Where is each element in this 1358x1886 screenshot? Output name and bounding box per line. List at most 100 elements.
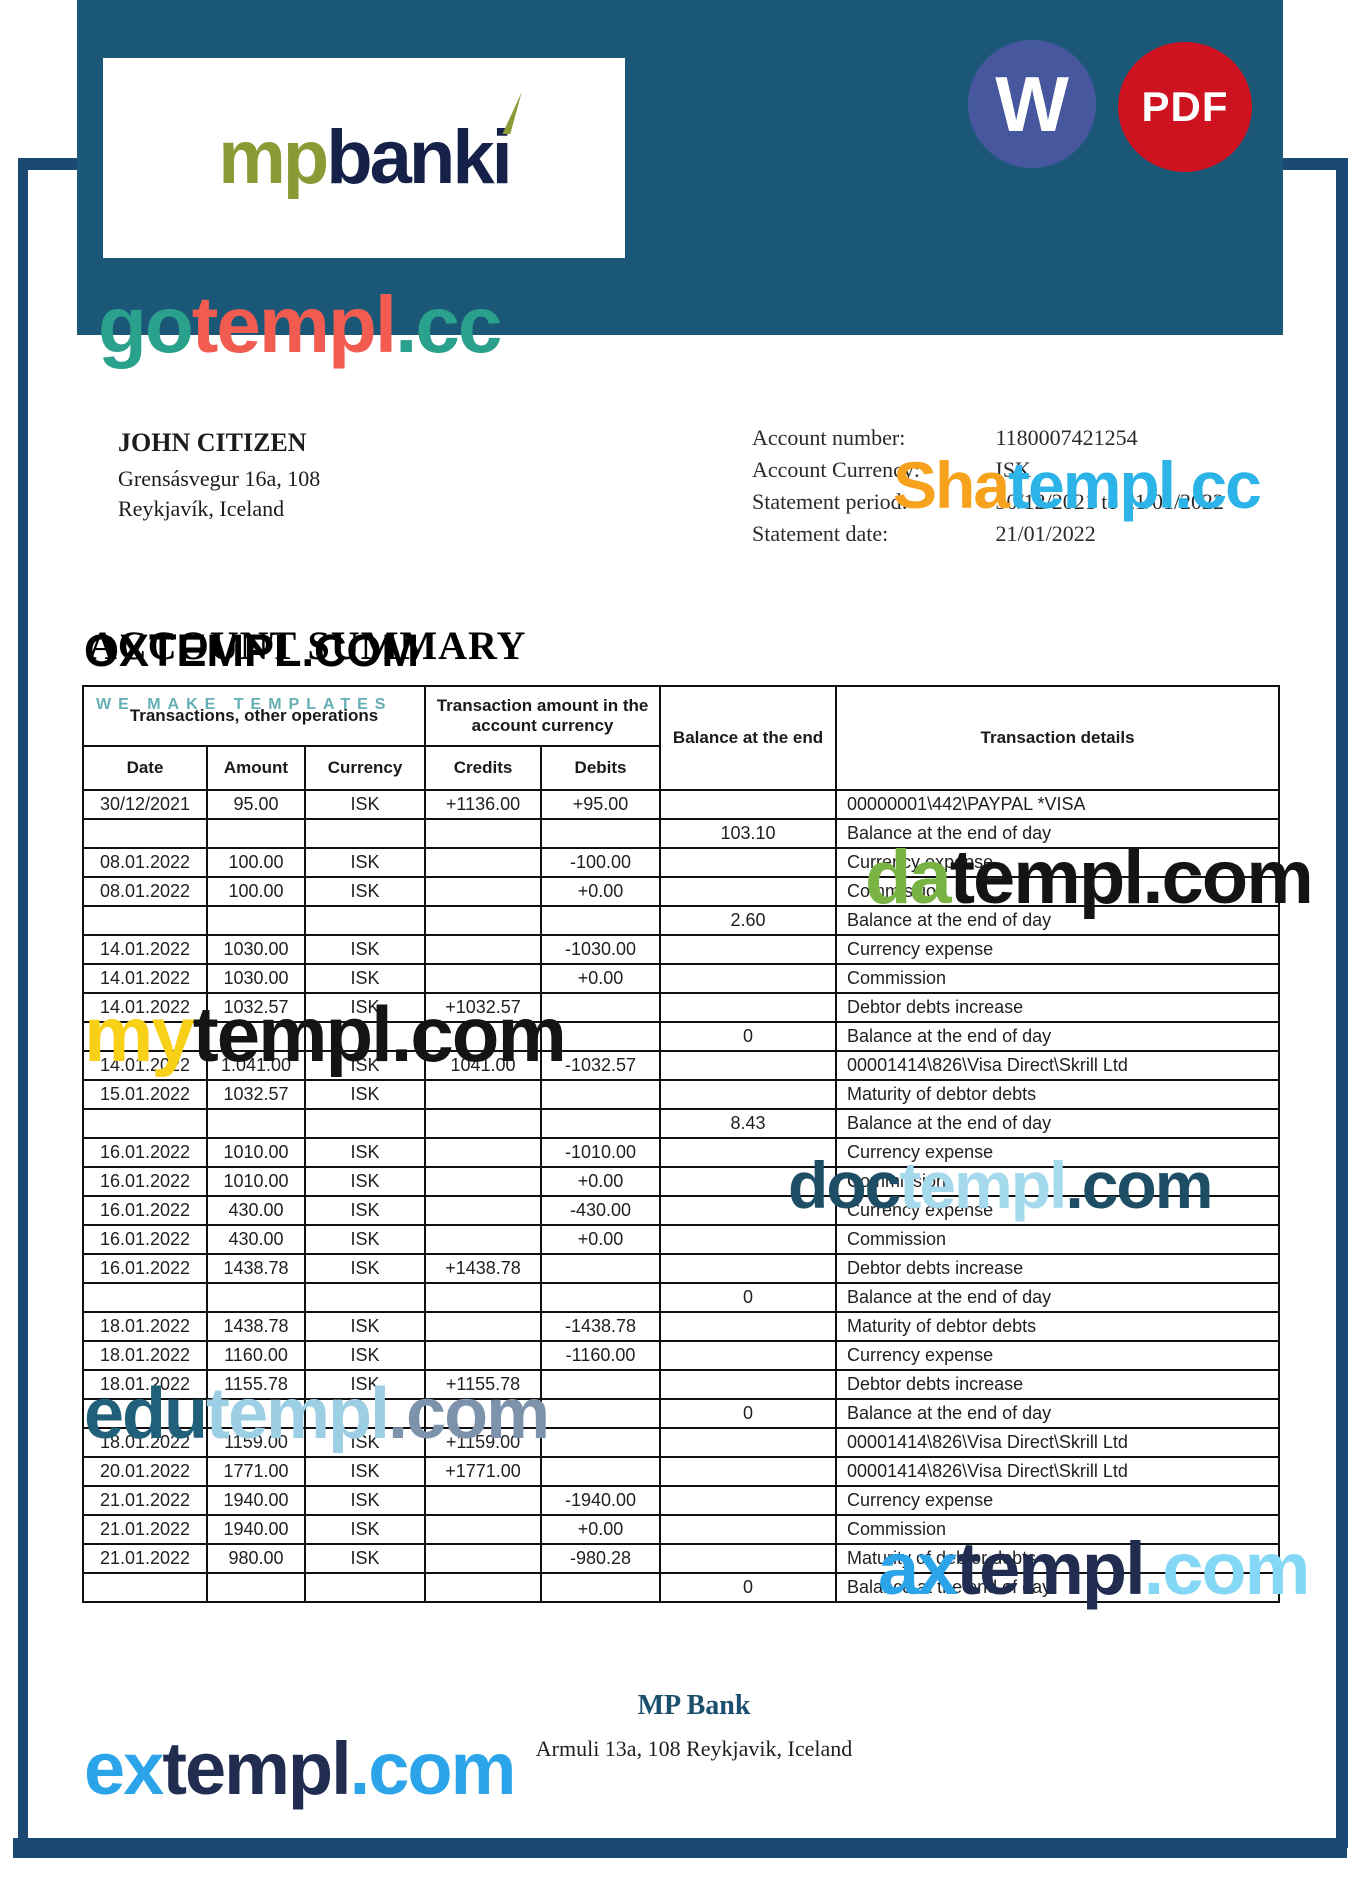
cell-balance: [659, 1079, 838, 1110]
cell-date: 18.01.2022: [82, 1369, 208, 1400]
cell-balance: [659, 1311, 838, 1342]
cell-date: 21.01.2022: [82, 1514, 208, 1545]
cell-debits: +95.00: [540, 789, 662, 820]
page-frame-left: [18, 158, 28, 1848]
cell-currency: [303, 1572, 427, 1603]
cell-balance: [659, 1050, 838, 1081]
cell-details: 00001414\826\Visa Direct\Skrill Ltd: [835, 1050, 1281, 1081]
cell-credits: [424, 1021, 543, 1052]
header-amount: Amount: [206, 745, 306, 791]
cell-amount: 1032.57: [206, 1079, 306, 1110]
cell-details: Balance at the end of day: [835, 818, 1281, 849]
cell-debits: [540, 1456, 662, 1487]
watermark-extempl: extempl.com: [84, 1727, 516, 1810]
footer-bank-name: MP Bank: [637, 1690, 751, 1721]
cell-balance: 2.60: [659, 905, 838, 936]
cell-debits: [540, 1369, 662, 1400]
table-row: 103.10 Balance at the end of day: [82, 818, 1281, 849]
page-frame-right: [1336, 158, 1348, 1848]
cell-details: Maturity of debtor debts: [835, 1311, 1281, 1342]
customer-name: JOHN CITIZEN: [118, 428, 307, 457]
table-row: 18.01.2022 1438.78 ISK -1438.78 Maturity of …: [82, 1311, 1281, 1342]
watermark-oxtempl: OXTEMPL.COM: [84, 625, 419, 676]
cell-credits: +1032.57: [424, 992, 543, 1023]
cell-details: Balance at the end of day: [835, 1108, 1281, 1139]
cell-balance: [659, 1485, 838, 1516]
cell-debits: +0.00: [540, 1514, 662, 1545]
cell-date: 16.01.2022: [82, 1195, 208, 1226]
table-body: 30/12/2021 95.00 ISK +1136.00 +95.00 00000001…: [82, 789, 1281, 1603]
cell-debits: -1940.00: [540, 1485, 662, 1516]
cell-currency: ISK: [303, 1079, 427, 1110]
table-row: 21.01.2022 1940.00 ISK +0.00 Commission: [82, 1514, 1281, 1545]
table-row: 21.01.2022 1940.00 ISK -1940.00 Currency exp…: [82, 1485, 1281, 1516]
cell-balance: 0: [659, 1572, 838, 1603]
footer-block: MP Bank Armuli 13a, 108 Reykjavik, Icela…: [404, 1690, 984, 1762]
page-title: ACCOUNT SUMMARY: [88, 623, 527, 668]
table-group-header-row: Transactions, other operations Transacti…: [81, 685, 1281, 791]
cell-credits: [424, 1282, 543, 1313]
cell-credits: [424, 1224, 543, 1255]
cell-debits: -1030.00: [540, 934, 662, 965]
cell-date: 16.01.2022: [82, 1137, 208, 1168]
logo-bank: bank: [326, 115, 494, 200]
cell-balance: [659, 934, 838, 965]
cell-balance: [659, 992, 838, 1023]
cell-details: Balance at the end of day: [835, 905, 1281, 936]
cell-details: Currency expense: [835, 847, 1281, 878]
page-frame-top-right: [1283, 158, 1348, 170]
cell-debits: +0.00: [540, 963, 662, 994]
cell-date: 16.01.2022: [82, 1166, 208, 1197]
cell-amount: [206, 1398, 306, 1429]
account-number-row: Account number: 1180007421254: [752, 425, 1224, 457]
table-row: 16.01.2022 430.00 ISK -430.00 Currency expen…: [82, 1195, 1281, 1226]
cell-amount: [206, 1282, 306, 1313]
customer-address-line2: Reykjavík, Iceland: [118, 496, 285, 521]
cell-amount: 1.041.00: [206, 1050, 306, 1081]
cell-credits: [424, 1137, 543, 1168]
cell-date: 08.01.2022: [82, 876, 208, 907]
word-file-icon[interactable]: W: [968, 40, 1096, 168]
header-currency: Currency: [303, 745, 427, 791]
cell-details: Balance at the end of day: [835, 1398, 1281, 1429]
cell-currency: [303, 1282, 427, 1313]
cell-currency: ISK: [303, 963, 427, 994]
cell-currency: ISK: [303, 1543, 427, 1574]
cell-debits: [540, 1427, 662, 1458]
cell-currency: ISK: [303, 1224, 427, 1255]
cell-details: Currency expense: [835, 934, 1281, 965]
cell-amount: 1160.00: [206, 1340, 306, 1371]
watermark-gotempl: gotempl.cc: [98, 280, 502, 369]
cell-debits: +0.00: [540, 1224, 662, 1255]
cell-credits: [424, 905, 543, 936]
cell-debits: [540, 1572, 662, 1603]
cell-credits: [424, 818, 543, 849]
cell-date: 20.01.2022: [82, 1456, 208, 1487]
table-sub-header-row: Date Amount Currency Credits Debits: [82, 745, 1279, 791]
cell-currency: ISK: [303, 876, 427, 907]
cell-currency: [303, 1021, 427, 1052]
cell-debits: -1160.00: [540, 1340, 662, 1371]
watermark-axtempl: axtempl.com: [878, 1527, 1310, 1610]
table-row: 8.43 Balance at the end of day: [82, 1108, 1281, 1139]
cell-credits: [424, 847, 543, 878]
cell-debits: -1032.57: [540, 1050, 662, 1081]
cell-date: [82, 905, 208, 936]
cell-amount: 95.00: [206, 789, 306, 820]
cell-amount: 1940.00: [206, 1485, 306, 1516]
cell-balance: [659, 1195, 838, 1226]
cell-currency: ISK: [303, 1253, 427, 1284]
cell-details: Commission: [835, 1166, 1281, 1197]
table-row: 30/12/2021 95.00 ISK +1136.00 +95.00 00000001…: [82, 789, 1281, 820]
cell-date: [82, 1572, 208, 1603]
cell-debits: [540, 1253, 662, 1284]
table-row: 18.01.2022 1155.78 ISK +1155.78 Debtor debts…: [82, 1369, 1281, 1400]
cell-date: 21.01.2022: [82, 1485, 208, 1516]
cell-balance: 0: [659, 1282, 838, 1313]
table-row: 14.01.2022 1030.00 ISK -1030.00 Currency exp…: [82, 934, 1281, 965]
cell-currency: [303, 818, 427, 849]
cell-details: Commission: [835, 963, 1281, 994]
logo-i: i: [492, 92, 522, 196]
table-row: 14.01.2022 1030.00 ISK +0.00 Commission: [82, 963, 1281, 994]
pdf-file-icon[interactable]: PDF: [1118, 42, 1252, 172]
